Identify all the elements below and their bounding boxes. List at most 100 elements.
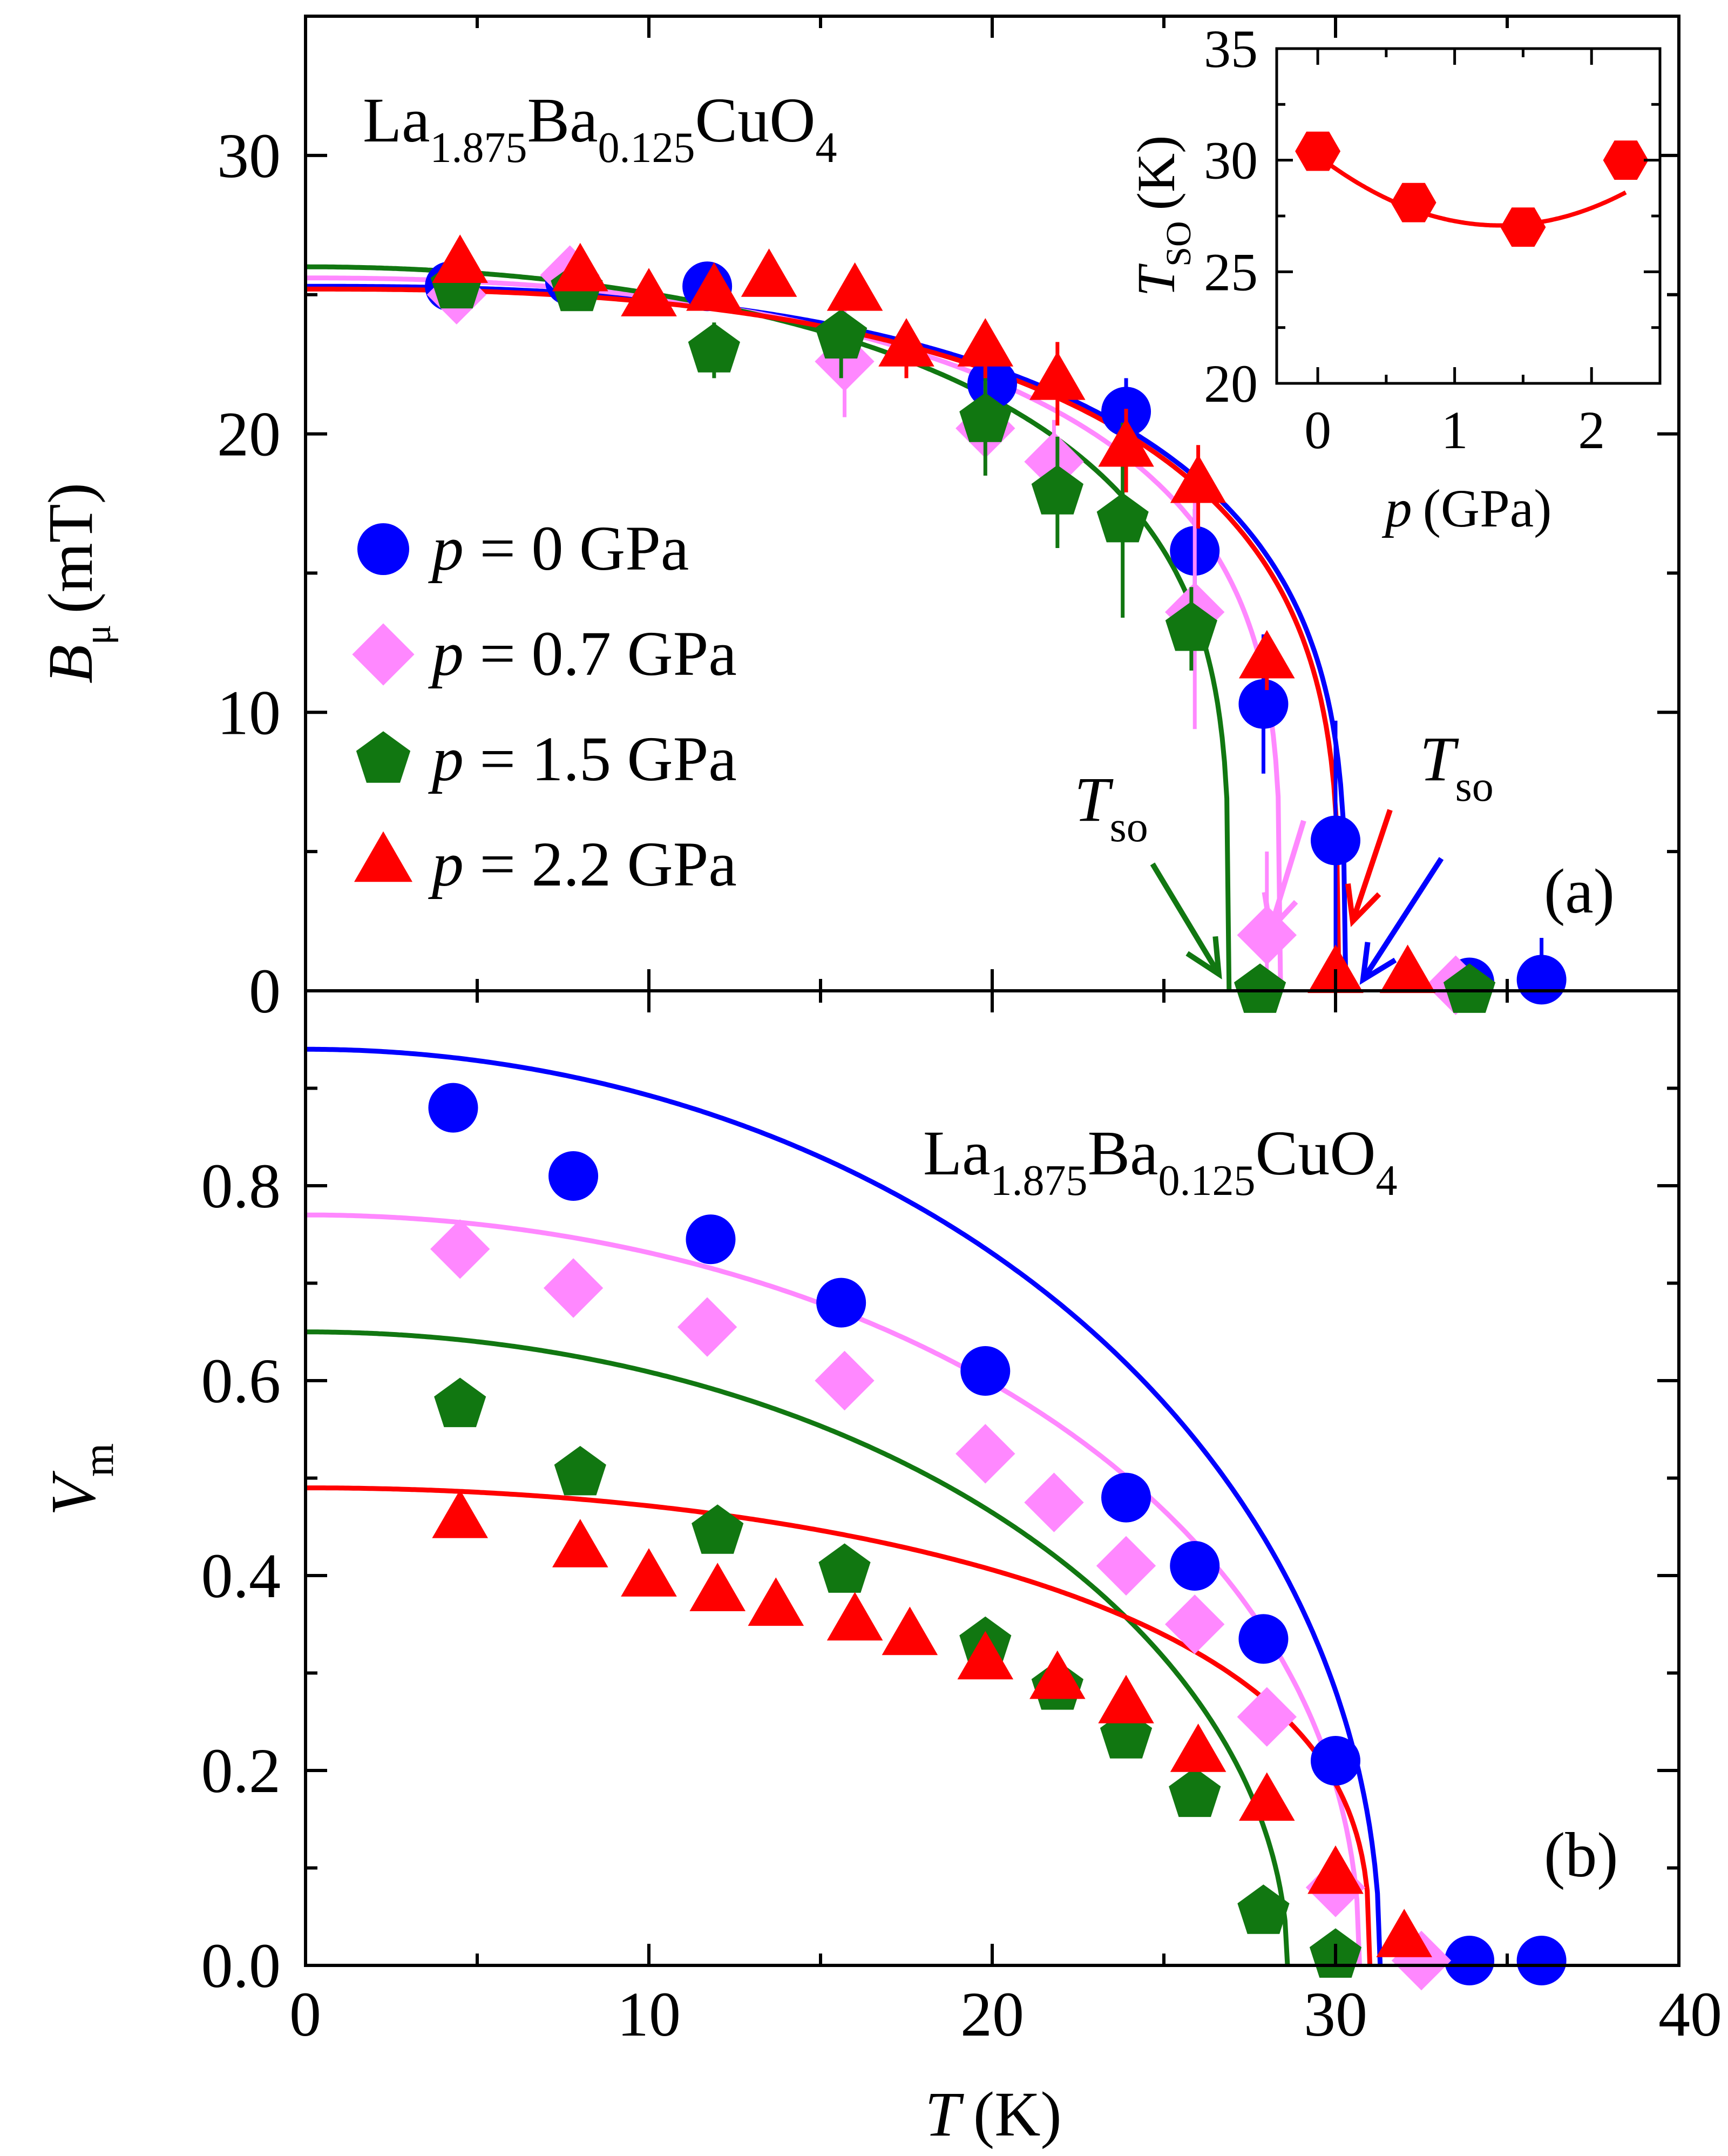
panel-a-y-label: Bμ(mT) — [35, 483, 119, 684]
panel-b-label: (b) — [1544, 1820, 1618, 1890]
legend-marker-1 — [352, 623, 415, 686]
x-tick-label: 40 — [1658, 1979, 1722, 2050]
data-point-b-s3 — [552, 1519, 608, 1567]
data-point-s3 — [1239, 630, 1295, 679]
data-point-s2 — [1096, 492, 1149, 543]
data-point-b-s1 — [543, 1258, 604, 1318]
data-point-b-s1 — [1165, 1594, 1225, 1654]
data-point-b-s3 — [1307, 1845, 1364, 1894]
data-point-s3 — [1170, 454, 1226, 503]
fit-curve-b-0 — [306, 1046, 1383, 1966]
panel-a-data-points — [425, 234, 1567, 1015]
data-point-b-s2 — [692, 1504, 744, 1554]
data-point-s2 — [1165, 601, 1217, 651]
svg-text:TSO(K): TSO(K) — [1126, 136, 1198, 297]
data-point-b-s0 — [960, 1346, 1011, 1396]
data-point-s3 — [1029, 351, 1086, 400]
data-point-b-s2 — [1237, 1884, 1290, 1934]
inset-ticks: 20 25 30 35 0 1 2 — [1204, 19, 1660, 460]
panel-a-tso-arrows — [1150, 809, 1444, 985]
panel-b: 0.0 0.2 0.4 0.6 0.8 0 10 20 30 40 La1.875Ba0.125C… — [38, 989, 1722, 2150]
x-tick-label: 30 — [1304, 1979, 1367, 2050]
inset-data-points — [1295, 131, 1649, 247]
legend-entry: p = 2.2 GPa — [428, 829, 737, 900]
data-point-s1 — [1024, 431, 1084, 492]
data-point-b-s1 — [956, 1424, 1015, 1484]
tso-arrow-p15 — [1150, 862, 1222, 979]
inset-x-label: p (GPa) — [1382, 478, 1552, 538]
data-point-s0 — [967, 359, 1017, 409]
data-point-s2 — [1234, 963, 1286, 1013]
data-point-b-s0 — [428, 1083, 478, 1133]
legend-marker-3 — [354, 831, 412, 882]
y-tick-label: 0 — [249, 956, 281, 1026]
svg-text:Bμ(mT): Bμ(mT) — [35, 483, 119, 684]
legend-marker-0 — [357, 523, 409, 575]
data-point-s2 — [1031, 465, 1083, 515]
y-tick-label: 30 — [217, 120, 281, 191]
x-tick-label: 0 — [289, 1979, 321, 2050]
data-point-b-s3 — [957, 1631, 1014, 1680]
data-point-s0 — [1238, 679, 1289, 729]
data-point-s3 — [552, 242, 608, 292]
tso-arrow-p07 — [1262, 820, 1306, 936]
data-point-s0 — [1311, 815, 1360, 866]
x-tick-label: 20 — [960, 1979, 1024, 2050]
data-point-s2 — [1443, 963, 1496, 1013]
y-tick-label: 10 — [217, 677, 281, 748]
inset: 20 25 30 35 0 1 2 TSO(K) p (GPa) — [1126, 19, 1662, 538]
y-tick-label: 20 — [217, 399, 281, 470]
data-point-b-s0 — [686, 1214, 736, 1265]
data-point-b-s3 — [432, 1489, 488, 1538]
inset-data-point — [1295, 131, 1341, 171]
y-tick-label: 0.6 — [201, 1346, 281, 1416]
svg-text:Vm: Vm — [38, 1443, 123, 1516]
legend-marker-2 — [356, 731, 411, 783]
data-point-s3 — [826, 262, 883, 311]
legend: p = 0 GPa p = 0.7 GPa p = 1.5 GPa p = 2.2 G… — [352, 513, 737, 900]
inset-y-tick-label: 35 — [1204, 19, 1258, 79]
inset-data-point — [1391, 183, 1436, 222]
data-point-b-s3 — [748, 1577, 804, 1626]
tso-arrow-p0 — [1359, 857, 1444, 985]
data-point-b-s0 — [548, 1151, 599, 1201]
inset-y-label: TSO(K) — [1126, 136, 1198, 297]
data-point-s2 — [959, 393, 1012, 442]
data-point-b-s0 — [1101, 1472, 1151, 1523]
data-point-b-s2 — [554, 1445, 606, 1496]
tso-annotation-right: Tso — [1420, 724, 1494, 810]
data-point-b-s1 — [1237, 1687, 1297, 1747]
data-point-s3 — [1307, 944, 1364, 993]
panel-a-title: La1.875Ba0.125CuO4 — [363, 85, 837, 172]
inset-x-tick-label: 1 — [1441, 400, 1468, 460]
data-point-s3 — [621, 268, 677, 316]
inset-x-tick-label: 2 — [1578, 400, 1605, 460]
data-point-s2 — [815, 309, 868, 359]
data-point-b-s3 — [689, 1563, 746, 1611]
y-tick-label: 0.8 — [201, 1151, 281, 1221]
data-point-s3 — [432, 234, 488, 283]
data-point-s0 — [1516, 955, 1567, 1005]
inset-fit-curve-line — [1316, 154, 1627, 228]
data-point-b-s3 — [1029, 1650, 1086, 1699]
data-point-b-s3 — [1376, 1909, 1432, 1957]
tso-annotation-left: Tso — [1074, 764, 1148, 851]
data-point-b-s3 — [826, 1592, 883, 1641]
inset-y-tick-label: 20 — [1204, 354, 1258, 414]
data-point-b-s3 — [1170, 1724, 1226, 1772]
data-point-b-s1 — [815, 1350, 875, 1411]
data-point-b-s3 — [1098, 1674, 1154, 1724]
data-point-b-s0 — [1516, 1935, 1567, 1985]
data-point-b-s1 — [677, 1297, 737, 1357]
data-point-s2 — [688, 323, 740, 373]
y-tick-label: 0.4 — [201, 1540, 281, 1611]
data-point-b-s3 — [621, 1548, 677, 1597]
data-point-b-s3 — [1239, 1772, 1295, 1821]
inset-x-tick-label: 0 — [1304, 400, 1331, 460]
data-point-s3 — [686, 262, 742, 311]
inset-data-point — [1500, 207, 1546, 247]
data-point-s3 — [741, 248, 797, 297]
